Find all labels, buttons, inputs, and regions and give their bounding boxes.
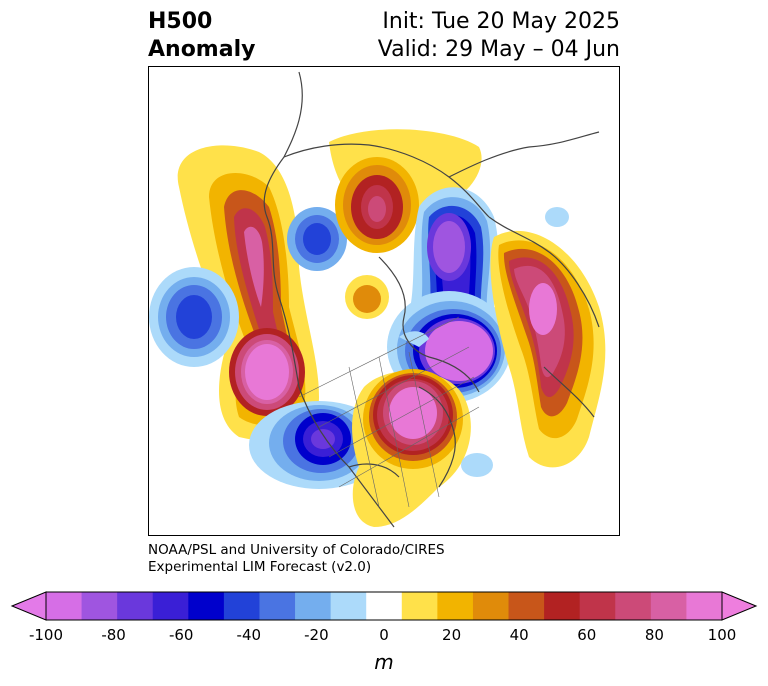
colorbar-segment (650, 592, 687, 620)
graticule (298, 316, 480, 508)
colorbar-tick-label: -40 (236, 626, 262, 644)
colorbar-under-arrow (10, 591, 47, 621)
colorbar-segment (46, 592, 83, 620)
colorbar-outline (45, 591, 723, 621)
valid-dates: Valid: 29 May – 04 Jun (377, 37, 620, 62)
credit-line-2: Experimental LIM Forecast (v2.0) (148, 559, 372, 575)
colorbar-segments (46, 592, 723, 620)
colorbar-tick-label: -80 (101, 626, 126, 644)
anomaly-map (148, 66, 620, 536)
colorbar-tick-label: 20 (442, 626, 462, 644)
colorbar-segment (437, 592, 474, 620)
coastlines (263, 71, 600, 528)
colorbar-segment (188, 592, 225, 620)
colorbar-segment (366, 592, 403, 620)
colorbar-tick-label: 40 (509, 626, 529, 644)
title-line-1: H500 (148, 9, 213, 34)
credit-text: NOAA/PSL and University of Colorado/CIRE… (148, 542, 445, 576)
anomaly-map-svg (149, 71, 606, 528)
colorbar-segment (152, 592, 189, 620)
colorbar-tick-label: -60 (168, 626, 194, 644)
colorbar (10, 591, 758, 621)
forecast-dates: Init: Tue 20 May 2025 Valid: 29 May – 04… (378, 8, 620, 64)
title-line-2: Anomaly (148, 37, 256, 62)
colorbar-over-arrow (721, 591, 758, 621)
colorbar-segment (223, 592, 260, 620)
colorbar-tick-label: -100 (28, 626, 64, 644)
colorbar-segment (117, 592, 154, 620)
map-title: H500 Anomaly (148, 8, 255, 64)
colorbar-segment (401, 592, 438, 620)
anomaly-trough-alaska (287, 207, 347, 271)
colorbar-segment (686, 592, 723, 620)
colorbar-tick-label: 80 (644, 626, 664, 644)
colorbar-tick-label: 100 (707, 626, 737, 644)
colorbar-segment (615, 592, 652, 620)
colorbar-segment (508, 592, 545, 620)
anomaly-ridge-pacific (177, 145, 319, 441)
anomaly-ridge-europe (461, 207, 606, 477)
init-date: Init: Tue 20 May 2025 (382, 9, 620, 34)
colorbar-segment (81, 592, 118, 620)
colorbar-segment (544, 592, 581, 620)
colorbar-segment (472, 592, 510, 620)
colorbar-tick-label: 60 (577, 626, 597, 644)
anomaly-trough-pacific (149, 267, 239, 367)
colorbar-tick-label: -20 (304, 626, 329, 644)
anomaly-ridge-eastern-us (352, 369, 471, 527)
colorbar-unit: m (374, 650, 394, 674)
credit-line-1: NOAA/PSL and University of Colorado/CIRE… (148, 542, 445, 558)
colorbar-segment (295, 592, 332, 620)
colorbar-segment (330, 592, 367, 620)
colorbar-segment (259, 592, 296, 620)
colorbar-segment (579, 592, 616, 620)
colorbar-tick-label: 0 (379, 626, 389, 644)
